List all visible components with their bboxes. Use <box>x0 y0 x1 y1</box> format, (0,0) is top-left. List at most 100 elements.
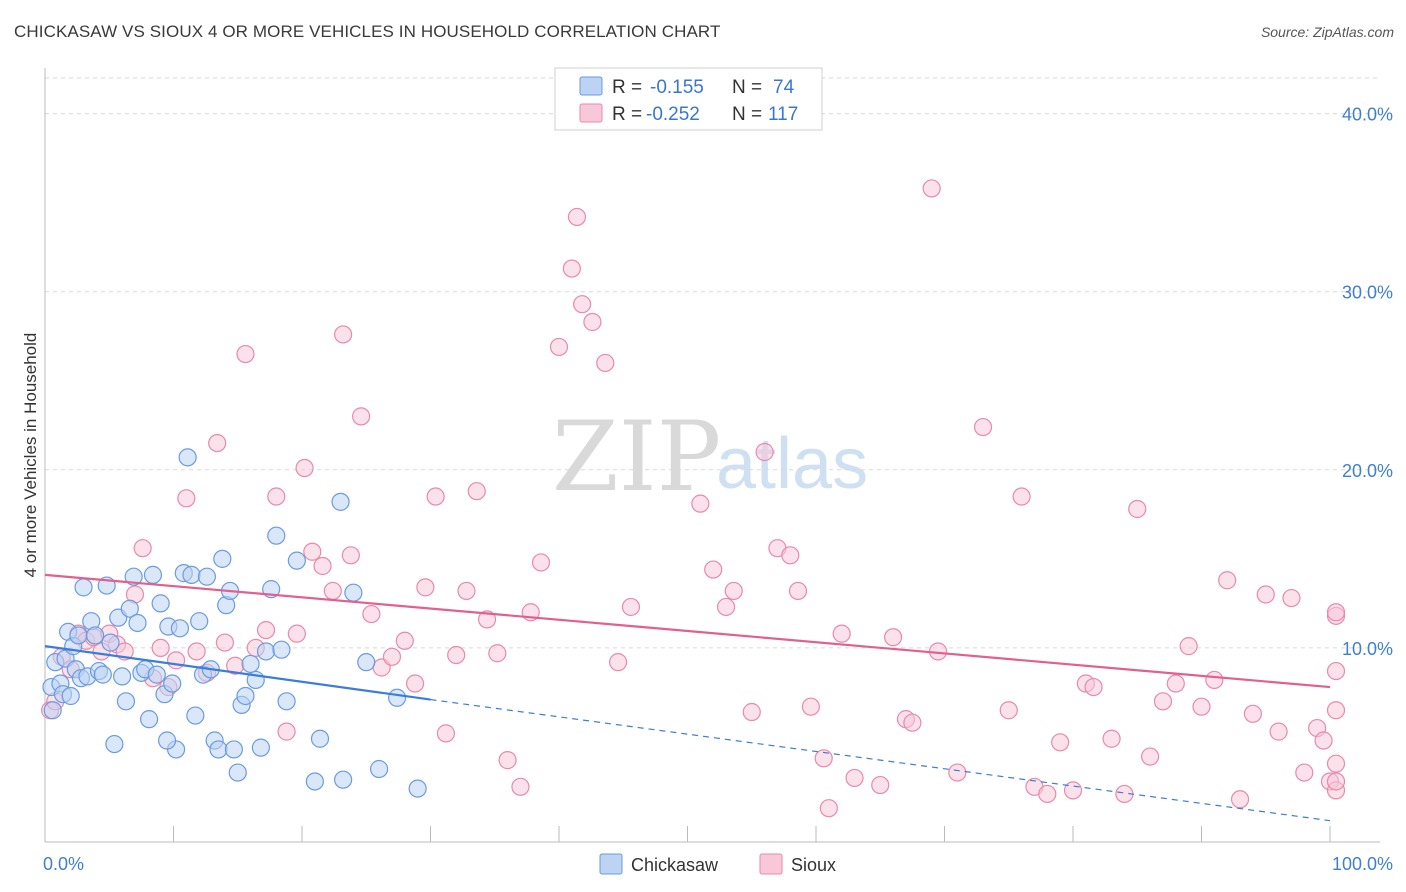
chickasaw-point <box>256 642 276 661</box>
chickasaw-point <box>74 578 93 597</box>
sioux-point <box>691 494 710 513</box>
legend-r-label-sioux: R = <box>612 104 642 125</box>
sioux-point <box>724 581 743 601</box>
sioux-point <box>1295 763 1314 782</box>
chickasaw-point <box>357 653 376 672</box>
chickasaw-point <box>69 626 88 645</box>
chickasaw-point <box>139 710 159 729</box>
chickasaw-point <box>190 612 209 631</box>
chickasaw-point <box>334 770 353 789</box>
chickasaw-point <box>120 599 139 618</box>
sioux-point <box>567 207 587 227</box>
sioux-point <box>788 581 808 601</box>
sioux-point <box>334 325 353 344</box>
sioux-point <box>426 487 445 506</box>
sioux-point <box>1153 692 1173 711</box>
sioux-point <box>1166 674 1185 693</box>
sioux-point <box>177 489 196 508</box>
chickasaw-point <box>43 701 62 720</box>
trend-lines <box>44 573 1331 822</box>
sioux-point <box>287 624 306 643</box>
chickasaw-point <box>112 667 132 686</box>
sioux-point <box>1140 747 1160 766</box>
sioux-point <box>477 610 497 629</box>
sioux-point <box>498 751 517 770</box>
legend-n-label-sioux: N = <box>732 104 762 125</box>
sioux-point <box>832 624 851 643</box>
sioux-point <box>277 722 296 741</box>
sioux-point <box>511 777 530 796</box>
sioux-point <box>704 560 723 579</box>
chickasaw-point <box>147 665 166 684</box>
sioux-point <box>883 628 903 647</box>
sioux-point <box>1063 781 1083 800</box>
chickasaw-point <box>124 567 143 586</box>
x-tick-label-max: 100.0% <box>1332 854 1393 874</box>
chickasaw-point <box>287 551 306 570</box>
sioux-point <box>531 553 551 572</box>
legend-swatch-chickasaw <box>579 76 603 96</box>
chickasaw-point <box>197 567 217 586</box>
sioux-point <box>1326 772 1346 791</box>
chickasaw-point <box>182 565 201 584</box>
chickasaw-point <box>157 731 177 750</box>
y-tick-label: 30.0% <box>1342 283 1393 303</box>
chickasaw-point <box>101 633 120 652</box>
sioux-point <box>303 542 322 561</box>
sioux-point <box>267 487 286 506</box>
sioux-point <box>1326 661 1346 681</box>
sioux-point <box>1038 784 1057 804</box>
sioux-point <box>948 763 967 782</box>
sioux-point <box>395 631 414 650</box>
chickasaw-point <box>93 665 112 684</box>
sioux-point <box>549 337 569 357</box>
legend-r-value-chickasaw: -0.155 <box>650 77 704 98</box>
sioux-point <box>819 799 838 818</box>
chickasaw-trend-extension <box>430 698 1331 822</box>
chickasaw-point <box>228 763 247 782</box>
chickasaw-point <box>61 686 80 706</box>
watermark-zip: ZIP <box>552 401 721 513</box>
legend-label-sioux: Sioux <box>791 855 836 875</box>
chickasaw-point <box>408 779 427 798</box>
sioux-point <box>755 442 774 462</box>
sioux-point <box>467 482 486 501</box>
sioux-point <box>405 674 425 693</box>
chickasaw-point <box>128 613 147 633</box>
sioux-point <box>1269 722 1288 741</box>
sioux-point <box>1326 701 1346 720</box>
sioux-point <box>1102 729 1121 748</box>
legend-swatch-chickasaw-bottom <box>599 853 623 875</box>
sioux-point <box>187 642 206 661</box>
sioux-point <box>447 645 466 665</box>
sioux-point <box>457 581 476 601</box>
sioux-point <box>1326 754 1346 773</box>
y-tick-label: 10.0% <box>1342 639 1393 659</box>
legend-n-value-sioux: 117 <box>768 104 798 125</box>
chickasaw-point <box>387 688 407 707</box>
chickasaw-point <box>236 686 255 706</box>
chickasaw-point <box>272 640 291 659</box>
sioux-point <box>133 539 152 558</box>
chickasaw-point <box>344 583 363 602</box>
chickasaw-point <box>331 492 350 511</box>
sioux-point <box>1051 733 1070 752</box>
sioux-point <box>716 597 736 617</box>
sioux-point <box>1192 697 1211 716</box>
legend-n-value-chickasaw: 74 <box>773 77 795 98</box>
sioux-point <box>814 749 833 768</box>
sioux-point <box>1230 790 1250 809</box>
correlation-legend: R = -0.155 N = 74 R = -0.252 N = 117 <box>554 67 823 131</box>
chickasaw-point <box>213 549 232 568</box>
sioux-point <box>922 179 941 198</box>
sioux-point <box>208 433 227 453</box>
sioux-point <box>323 581 342 601</box>
sioux-point <box>562 259 581 278</box>
legend-swatch-sioux <box>579 103 603 123</box>
sioux-point <box>609 653 628 672</box>
sioux-point <box>1179 637 1198 656</box>
legend-n-label-chickasaw: N = <box>732 77 762 98</box>
sioux-point <box>1282 588 1301 608</box>
sioux-point <box>362 604 381 624</box>
chickasaw-point <box>277 692 296 711</box>
